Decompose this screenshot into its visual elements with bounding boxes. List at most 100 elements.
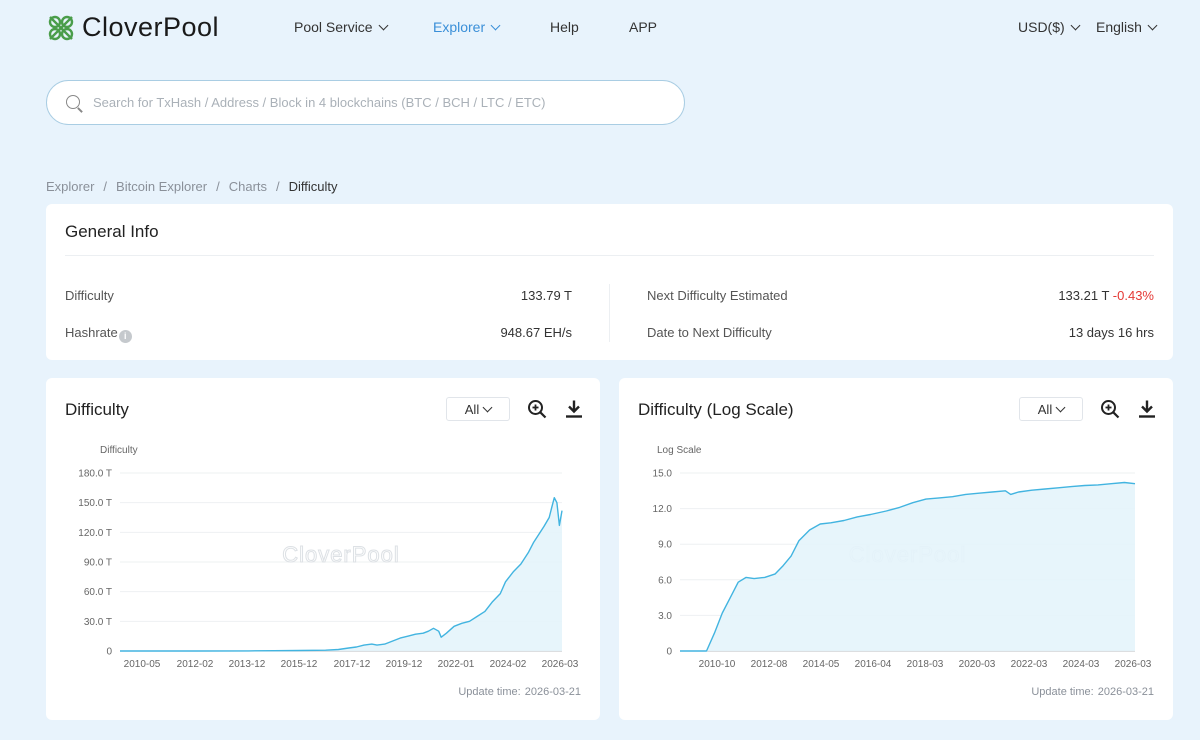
y-tick-label: 12.0 (653, 504, 673, 515)
download-icon[interactable] (1137, 399, 1157, 419)
search-bar (46, 80, 685, 125)
chevron-down-icon (1147, 20, 1158, 30)
nav-app[interactable]: APP (629, 19, 657, 35)
nav-pool-service-label: Pool Service (294, 19, 373, 35)
log-scale-chart-card: Difficulty (Log Scale) All Log Scale 0 3.0… (619, 378, 1173, 720)
breadcrumb-current: Difficulty (288, 179, 338, 194)
y-tick-label: 15.0 (653, 469, 673, 480)
y-axis-label: Log Scale (657, 445, 702, 456)
next-difficulty-value-row: 133.21 T -0.43% (1058, 288, 1154, 303)
x-tick-label: 2024-02 (490, 659, 527, 670)
y-tick-label: 150.0 T (78, 498, 112, 509)
search-input[interactable] (93, 95, 653, 110)
chevron-down-icon (482, 402, 493, 412)
range-select-label: All (464, 401, 480, 417)
general-info-card: General Info Difficulty 133.79 T Hashrat… (46, 204, 1173, 360)
x-tick-label: 2014-05 (803, 659, 840, 670)
x-tick-label: 2022-03 (1011, 659, 1048, 670)
chart-title: Difficulty (Log Scale) (638, 400, 794, 419)
nav-explorer[interactable]: Explorer (433, 19, 501, 35)
breadcrumb-separator: / (216, 179, 220, 194)
clover-logo-icon (48, 15, 74, 40)
watermark: CloverPool (282, 542, 400, 567)
update-time-label: Update time: (1031, 686, 1094, 698)
nav-app-label: APP (629, 19, 658, 35)
y-tick-label: 0 (666, 647, 672, 658)
difficulty-chart-card: Difficulty All Difficulty 0 30.0 T 60.0 T 90… (46, 378, 600, 720)
next-difficulty-value: 133.21 T (1058, 288, 1110, 303)
chevron-down-icon (490, 20, 501, 30)
brand-name: CloverPool (82, 12, 220, 42)
hashrate-label: Hashrate (65, 325, 118, 340)
hashrate-label-row: Hashrate i (65, 325, 132, 343)
divider (65, 255, 1154, 256)
series-area (120, 497, 562, 651)
currency-select[interactable]: USD($) (1018, 19, 1081, 35)
x-tick-label: 2012-08 (751, 659, 788, 670)
range-select[interactable]: All (446, 397, 510, 421)
x-tick-label: 2026-03 (1115, 659, 1152, 670)
y-tick-label: 180.0 T (78, 469, 112, 480)
x-tick-label: 2019-12 (386, 659, 423, 670)
x-tick-label: 2022-01 (438, 659, 475, 670)
range-select-label: All (1037, 401, 1053, 417)
chevron-down-icon (1070, 20, 1081, 30)
difficulty-label: Difficulty (65, 288, 114, 303)
x-tick-label: 2010-10 (699, 659, 736, 670)
update-time: Update time: 2026-03-21 (458, 686, 581, 698)
log-scale-chart[interactable]: Log Scale 0 3.0 6.0 9.0 12.0 15.0 2010-10 2012-0… (619, 433, 1173, 683)
breadcrumb-bitcoin-explorer[interactable]: Bitcoin Explorer (116, 179, 208, 194)
x-tick-label: 2012-02 (177, 659, 214, 670)
next-difficulty-change: -0.43% (1112, 288, 1154, 303)
y-tick-label: 6.0 (658, 575, 672, 586)
y-axis-label: Difficulty (100, 445, 138, 456)
x-tick-label: 2010-05 (124, 659, 161, 670)
info-icon[interactable]: i (118, 330, 132, 343)
language-label: English (1096, 19, 1142, 35)
divider (609, 284, 610, 342)
y-tick-label: 0 (106, 647, 112, 658)
nav-help[interactable]: Help (550, 19, 579, 35)
language-select[interactable]: English (1096, 19, 1158, 35)
y-tick-label: 120.0 T (78, 528, 112, 539)
chevron-down-icon (378, 20, 389, 30)
difficulty-value: 133.79 T (520, 288, 572, 303)
hashrate-value: 948.67 EH/s (500, 325, 572, 340)
download-icon[interactable] (564, 399, 584, 419)
y-tick-label: 9.0 (658, 540, 672, 551)
y-tick-label: 90.0 T (84, 558, 112, 569)
breadcrumb-separator: / (103, 179, 108, 194)
top-nav: CloverPool Pool Service Explorer Help AP… (0, 0, 1200, 56)
breadcrumb-charts[interactable]: Charts (228, 179, 268, 194)
y-tick-label: 3.0 (658, 611, 672, 622)
breadcrumb-separator: / (276, 179, 280, 194)
logo[interactable]: CloverPool (46, 12, 219, 43)
general-info-title: General Info (65, 222, 159, 241)
nav-pool-service[interactable]: Pool Service (294, 19, 389, 35)
y-tick-label: 30.0 T (84, 617, 112, 628)
breadcrumb: Explorer / Bitcoin Explorer / Charts / D… (46, 179, 338, 194)
date-next-difficulty-label: Date to Next Difficulty (647, 325, 772, 340)
nav-explorer-label: Explorer (433, 19, 486, 35)
breadcrumb-explorer[interactable]: Explorer (46, 179, 95, 194)
x-tick-label: 2013-12 (229, 659, 266, 670)
zoom-in-icon[interactable] (527, 399, 547, 419)
nav-help-label: Help (550, 19, 579, 35)
next-difficulty-label: Next Difficulty Estimated (647, 288, 788, 303)
currency-label: USD($) (1018, 19, 1065, 35)
update-time-value: 2026-03-21 (524, 686, 581, 698)
series-area (680, 482, 1135, 651)
x-tick-label: 2017-12 (334, 659, 371, 670)
update-time-label: Update time: (458, 686, 521, 698)
difficulty-chart[interactable]: Difficulty 0 30.0 T 60.0 T 90.0 T 120.0 T 150.… (46, 433, 600, 683)
chevron-down-icon (1055, 402, 1066, 412)
date-next-difficulty-value: 13 days 16 hrs (1068, 325, 1154, 340)
update-time: Update time: 2026-03-21 (1031, 686, 1154, 698)
zoom-in-icon[interactable] (1100, 399, 1120, 419)
x-tick-label: 2026-03 (542, 659, 579, 670)
series-line (120, 497, 563, 652)
y-tick-label: 60.0 T (84, 587, 112, 598)
x-tick-label: 2015-12 (281, 659, 318, 670)
search-icon[interactable] (65, 94, 83, 112)
range-select[interactable]: All (1019, 397, 1083, 421)
